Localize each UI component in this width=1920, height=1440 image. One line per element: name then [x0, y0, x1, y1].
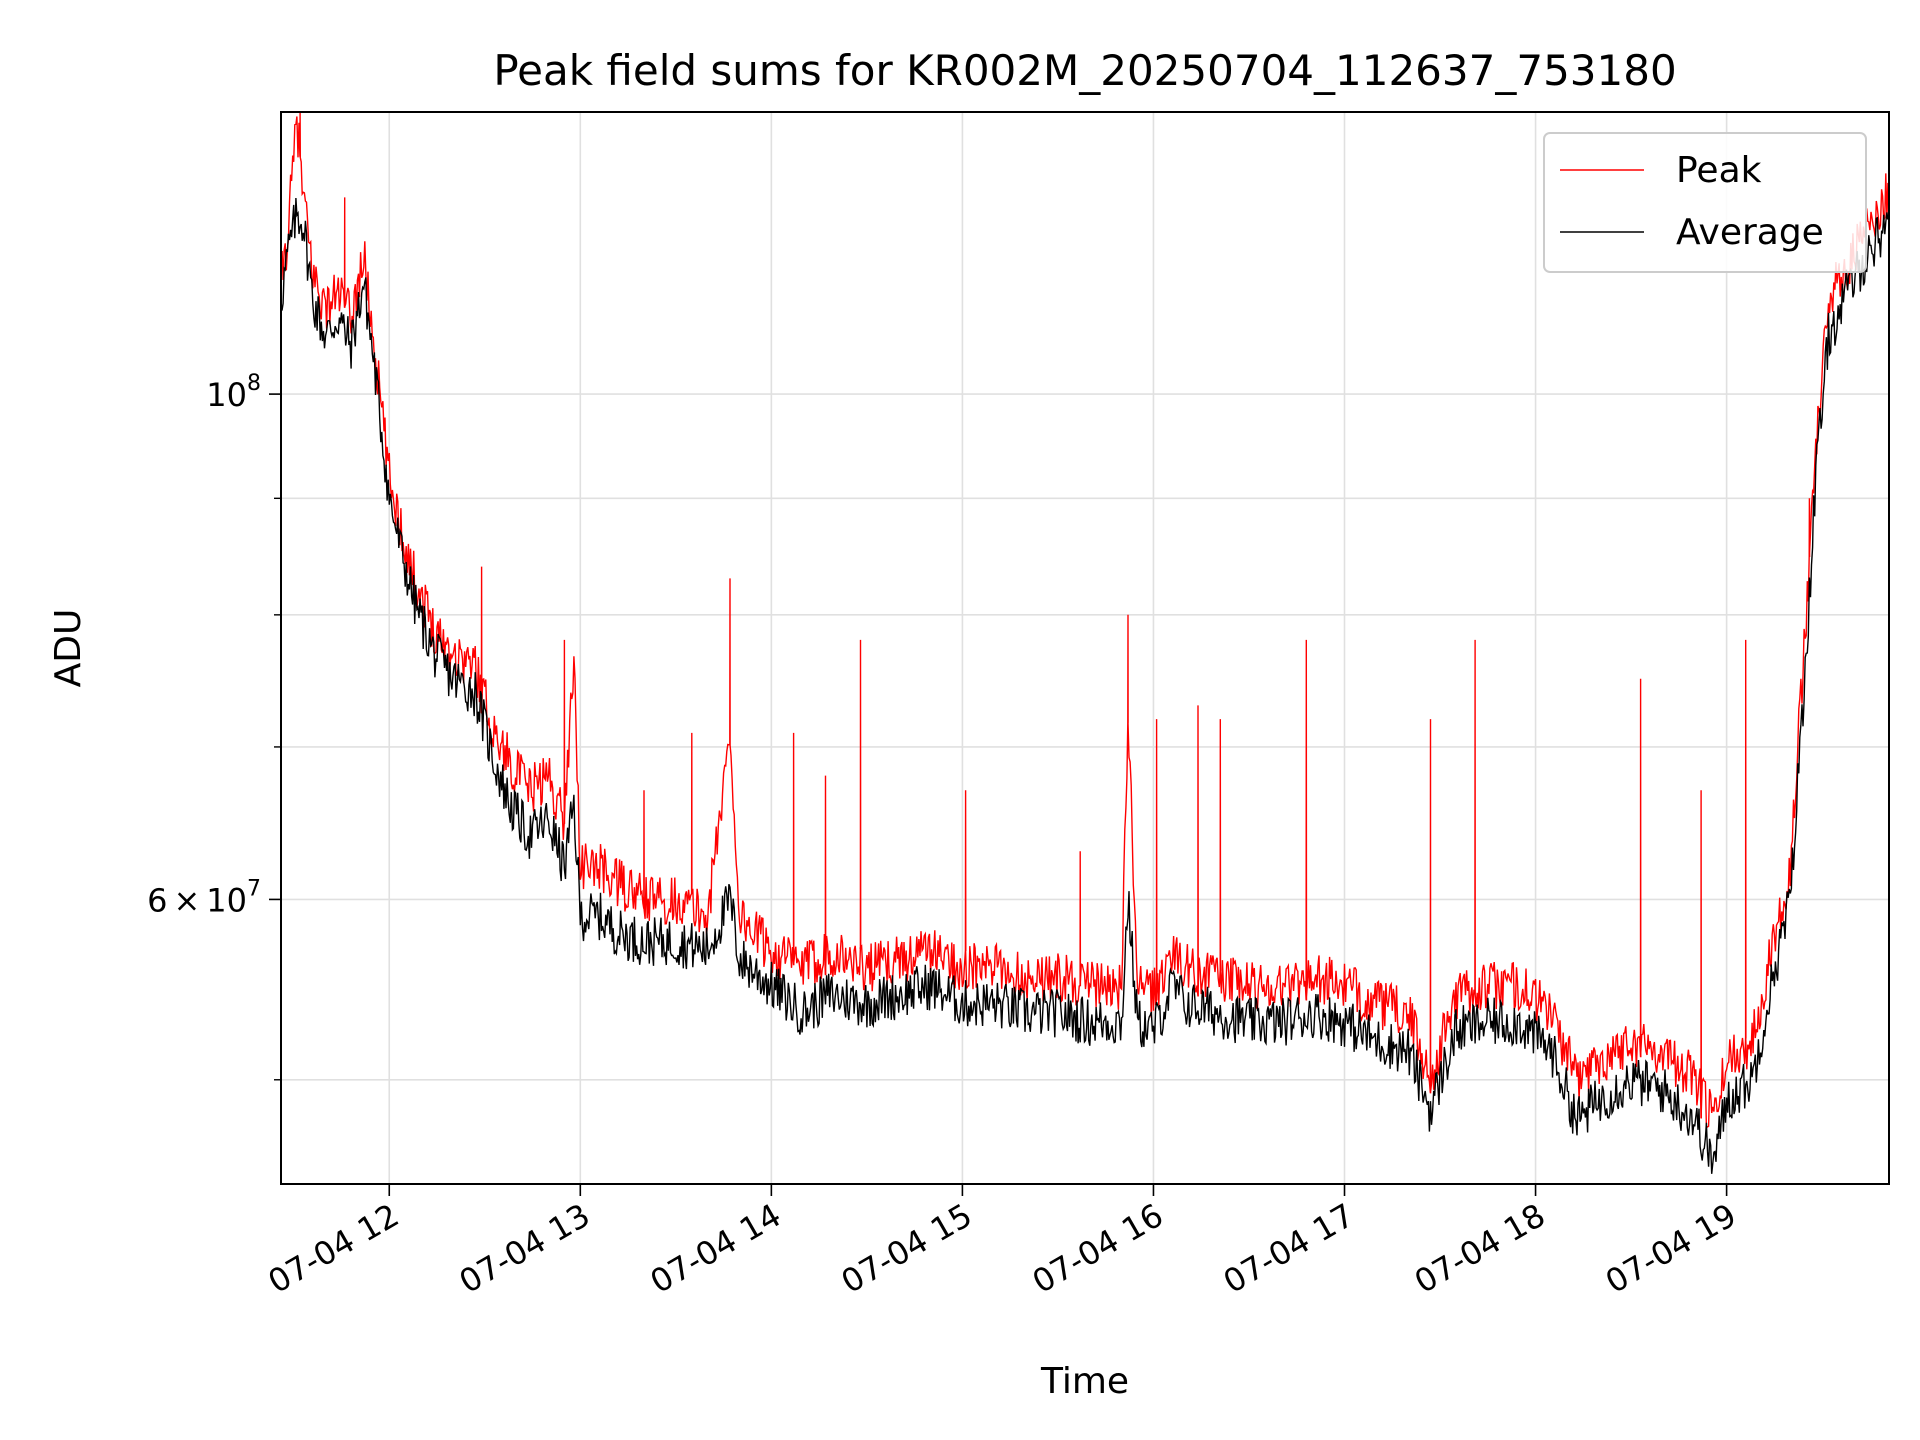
y-axis-label: ADU [48, 609, 89, 688]
legend-label-average: Average [1676, 212, 1824, 253]
plot-area [281, 112, 1889, 1174]
grid [281, 112, 1889, 1184]
series-line-average [281, 197, 1889, 1174]
x-axis-label: Time [1040, 1361, 1129, 1402]
legend-label-peak: Peak [1676, 150, 1762, 191]
y-axis: 108 6 × 107 [147, 371, 281, 1081]
legend: Peak Average [1543, 132, 1867, 273]
series-line-peak [281, 112, 1889, 1128]
y-tick-label: 108 [206, 371, 261, 414]
chart-title: Peak field sums for KR002M_20250704_1126… [493, 46, 1676, 95]
plot-frame [280, 111, 1890, 1185]
y-tick-label: 6 × 107 [147, 876, 261, 919]
legend-box [1543, 132, 1867, 273]
